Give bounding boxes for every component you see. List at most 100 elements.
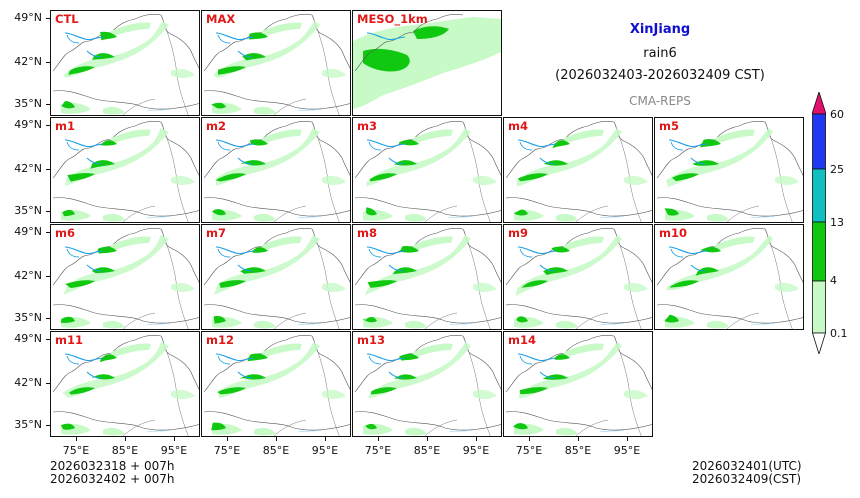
map-panel-m8: m8 bbox=[352, 224, 502, 330]
map-panel-m9: m9 bbox=[503, 224, 653, 330]
lat-label: 49°N bbox=[14, 225, 42, 238]
colorbar-segment-0.1-4 bbox=[812, 280, 826, 334]
colorbar-label-25: 25 bbox=[830, 163, 844, 176]
lat-label: 42°N bbox=[14, 269, 42, 282]
lat-tick bbox=[46, 18, 50, 19]
map-panel-m12: m12 bbox=[201, 331, 351, 437]
map-panel-meso-1km: MESO_1km bbox=[352, 10, 502, 116]
footer-right-line1: 2026032401(UTC) bbox=[692, 459, 802, 473]
map-panel-m2: m2 bbox=[201, 117, 351, 223]
lat-tick bbox=[46, 104, 50, 105]
lat-label: 35°N bbox=[14, 311, 42, 324]
panel-label: m11 bbox=[55, 333, 83, 347]
map-panel-m1: m1 bbox=[50, 117, 200, 223]
map-panel-m6: m6 bbox=[50, 224, 200, 330]
map-panel-m4: m4 bbox=[503, 117, 653, 223]
map-panel-m13: m13 bbox=[352, 331, 502, 437]
lon-tick bbox=[378, 437, 379, 441]
panel-label: m6 bbox=[55, 226, 75, 240]
footer-left-line2: 2026032402 + 007h bbox=[50, 472, 175, 486]
lat-tick bbox=[46, 383, 50, 384]
footer-valid-times: 2026032401(UTC) 2026032409(CST) bbox=[692, 460, 802, 486]
footer-init-times: 2026032318 + 007h 2026032402 + 007h bbox=[50, 460, 175, 486]
lat-tick bbox=[46, 125, 50, 126]
colorbar-over-triangle bbox=[811, 90, 827, 115]
lon-tick bbox=[125, 437, 126, 441]
lon-label: 75°E bbox=[364, 444, 392, 457]
panel-label: CTL bbox=[55, 12, 79, 26]
lon-tick bbox=[276, 437, 277, 441]
lat-label: 42°N bbox=[14, 162, 42, 175]
map-panel-m10: m10 bbox=[654, 224, 804, 330]
lon-label: 95°E bbox=[613, 444, 641, 457]
lon-tick bbox=[578, 437, 579, 441]
title-variable: rain6 bbox=[643, 46, 677, 61]
map-panel-max: MAX bbox=[201, 10, 351, 116]
lon-tick bbox=[529, 437, 530, 441]
lat-label: 35°N bbox=[14, 418, 42, 431]
colorbar-segment-13-25 bbox=[812, 168, 826, 223]
lon-tick bbox=[427, 437, 428, 441]
footer-left-line1: 2026032318 + 007h bbox=[50, 459, 175, 473]
colorbar-label-60: 60 bbox=[830, 108, 844, 121]
lat-label: 49°N bbox=[14, 11, 42, 24]
lon-label: 75°E bbox=[515, 444, 543, 457]
colorbar-segment-4-13 bbox=[812, 221, 826, 282]
lon-tick bbox=[325, 437, 326, 441]
colorbar-label-4: 4 bbox=[830, 274, 837, 287]
lat-label: 49°N bbox=[14, 332, 42, 345]
lon-tick bbox=[76, 437, 77, 441]
colorbar bbox=[811, 90, 827, 356]
title-period: (2026032403-2026032409 CST) bbox=[555, 68, 765, 83]
map-panel-m5: m5 bbox=[654, 117, 804, 223]
lon-tick bbox=[227, 437, 228, 441]
panel-label: m10 bbox=[659, 226, 687, 240]
lon-label: 85°E bbox=[564, 444, 592, 457]
lon-tick bbox=[174, 437, 175, 441]
colorbar-segment-25-60 bbox=[812, 113, 826, 170]
title-region: XinJiang bbox=[629, 22, 691, 37]
map-panel-ctl: CTL bbox=[50, 10, 200, 116]
lat-label: 49°N bbox=[14, 118, 42, 131]
map-panel-m3: m3 bbox=[352, 117, 502, 223]
panel-label: m12 bbox=[206, 333, 234, 347]
lat-tick bbox=[46, 211, 50, 212]
panel-label: m2 bbox=[206, 119, 226, 133]
lon-tick bbox=[476, 437, 477, 441]
lon-label: 85°E bbox=[413, 444, 441, 457]
lon-label: 85°E bbox=[111, 444, 139, 457]
panel-label: m13 bbox=[357, 333, 385, 347]
panel-label: MAX bbox=[206, 12, 236, 26]
lon-label: 75°E bbox=[213, 444, 241, 457]
lon-tick bbox=[627, 437, 628, 441]
colorbar-label-13: 13 bbox=[830, 216, 844, 229]
panel-label: m3 bbox=[357, 119, 377, 133]
lon-label: 95°E bbox=[311, 444, 339, 457]
map-panel-m14: m14 bbox=[503, 331, 653, 437]
lat-tick bbox=[46, 339, 50, 340]
map-panel-m11: m11 bbox=[50, 331, 200, 437]
lon-label: 95°E bbox=[462, 444, 490, 457]
panel-label: m9 bbox=[508, 226, 528, 240]
panel-label: m8 bbox=[357, 226, 377, 240]
lat-tick bbox=[46, 276, 50, 277]
lat-label: 42°N bbox=[14, 55, 42, 68]
colorbar-label-0.1: 0.1 bbox=[830, 327, 848, 340]
lon-label: 75°E bbox=[62, 444, 90, 457]
lat-tick bbox=[46, 62, 50, 63]
panel-label: m7 bbox=[206, 226, 226, 240]
panel-label: m4 bbox=[508, 119, 528, 133]
lat-tick bbox=[46, 425, 50, 426]
lat-tick bbox=[46, 169, 50, 170]
lon-label: 95°E bbox=[160, 444, 188, 457]
lat-tick bbox=[46, 232, 50, 233]
map-panel-m7: m7 bbox=[201, 224, 351, 330]
lat-label: 42°N bbox=[14, 376, 42, 389]
footer-right-line2: 2026032409(CST) bbox=[692, 472, 802, 486]
lat-label: 35°N bbox=[14, 97, 42, 110]
lon-label: 85°E bbox=[262, 444, 290, 457]
panel-label: m5 bbox=[659, 119, 679, 133]
title-model: CMA-REPS bbox=[629, 94, 691, 108]
colorbar-under-triangle bbox=[811, 332, 827, 356]
panel-label: m1 bbox=[55, 119, 75, 133]
